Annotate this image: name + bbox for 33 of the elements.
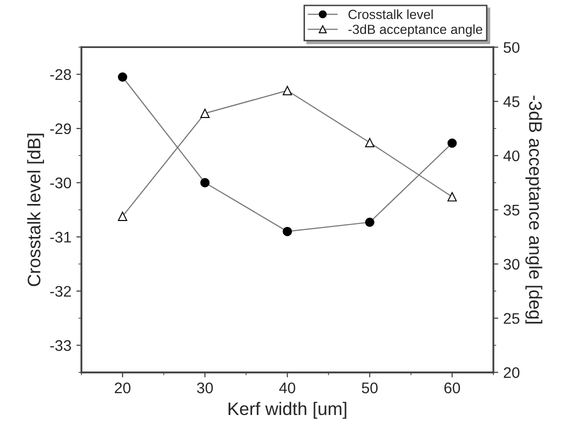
x-tick-label: 40 — [279, 382, 296, 394]
y-tick-label: -33 — [50, 340, 71, 351]
legend-label: Crosstalk level — [348, 9, 433, 20]
point — [118, 212, 128, 221]
y2-axis-title: -3dB acceptance angle [deg] — [525, 96, 542, 324]
y2-tick-label: 20 — [504, 367, 520, 378]
y2-tick-label: 40 — [503, 150, 520, 162]
y-tick-label: -32 — [50, 286, 71, 297]
y-tick-label: -28 — [50, 69, 71, 80]
y-tick-label: -30 — [50, 178, 72, 188]
point — [365, 218, 374, 227]
point — [282, 226, 292, 236]
point — [200, 108, 210, 118]
point — [200, 178, 210, 188]
y-tick-label: -29 — [50, 123, 71, 134]
y2-tick-label: 50 — [504, 42, 520, 53]
y2-tick-label: 25 — [504, 313, 520, 324]
x-tick-label: 20 — [114, 382, 130, 394]
y2-tick-label: 35 — [504, 204, 520, 216]
y-axis-title: Crosstalk level [dB] — [27, 134, 44, 286]
point — [282, 86, 292, 96]
point — [118, 72, 128, 82]
x-tick-label: 50 — [362, 382, 378, 394]
point — [447, 138, 457, 148]
x-tick-label: 30 — [197, 382, 213, 394]
point — [365, 138, 374, 148]
x-axis-title: Kerf width [um] — [228, 402, 346, 419]
point — [447, 192, 457, 202]
y2-tick-label: 45 — [503, 96, 520, 108]
y2-tick-label: 30 — [504, 258, 520, 270]
y-tick-label: -31 — [50, 232, 71, 243]
legend-label: -3dB acceptance angle — [348, 24, 482, 37]
x-tick-label: 60 — [444, 382, 460, 394]
